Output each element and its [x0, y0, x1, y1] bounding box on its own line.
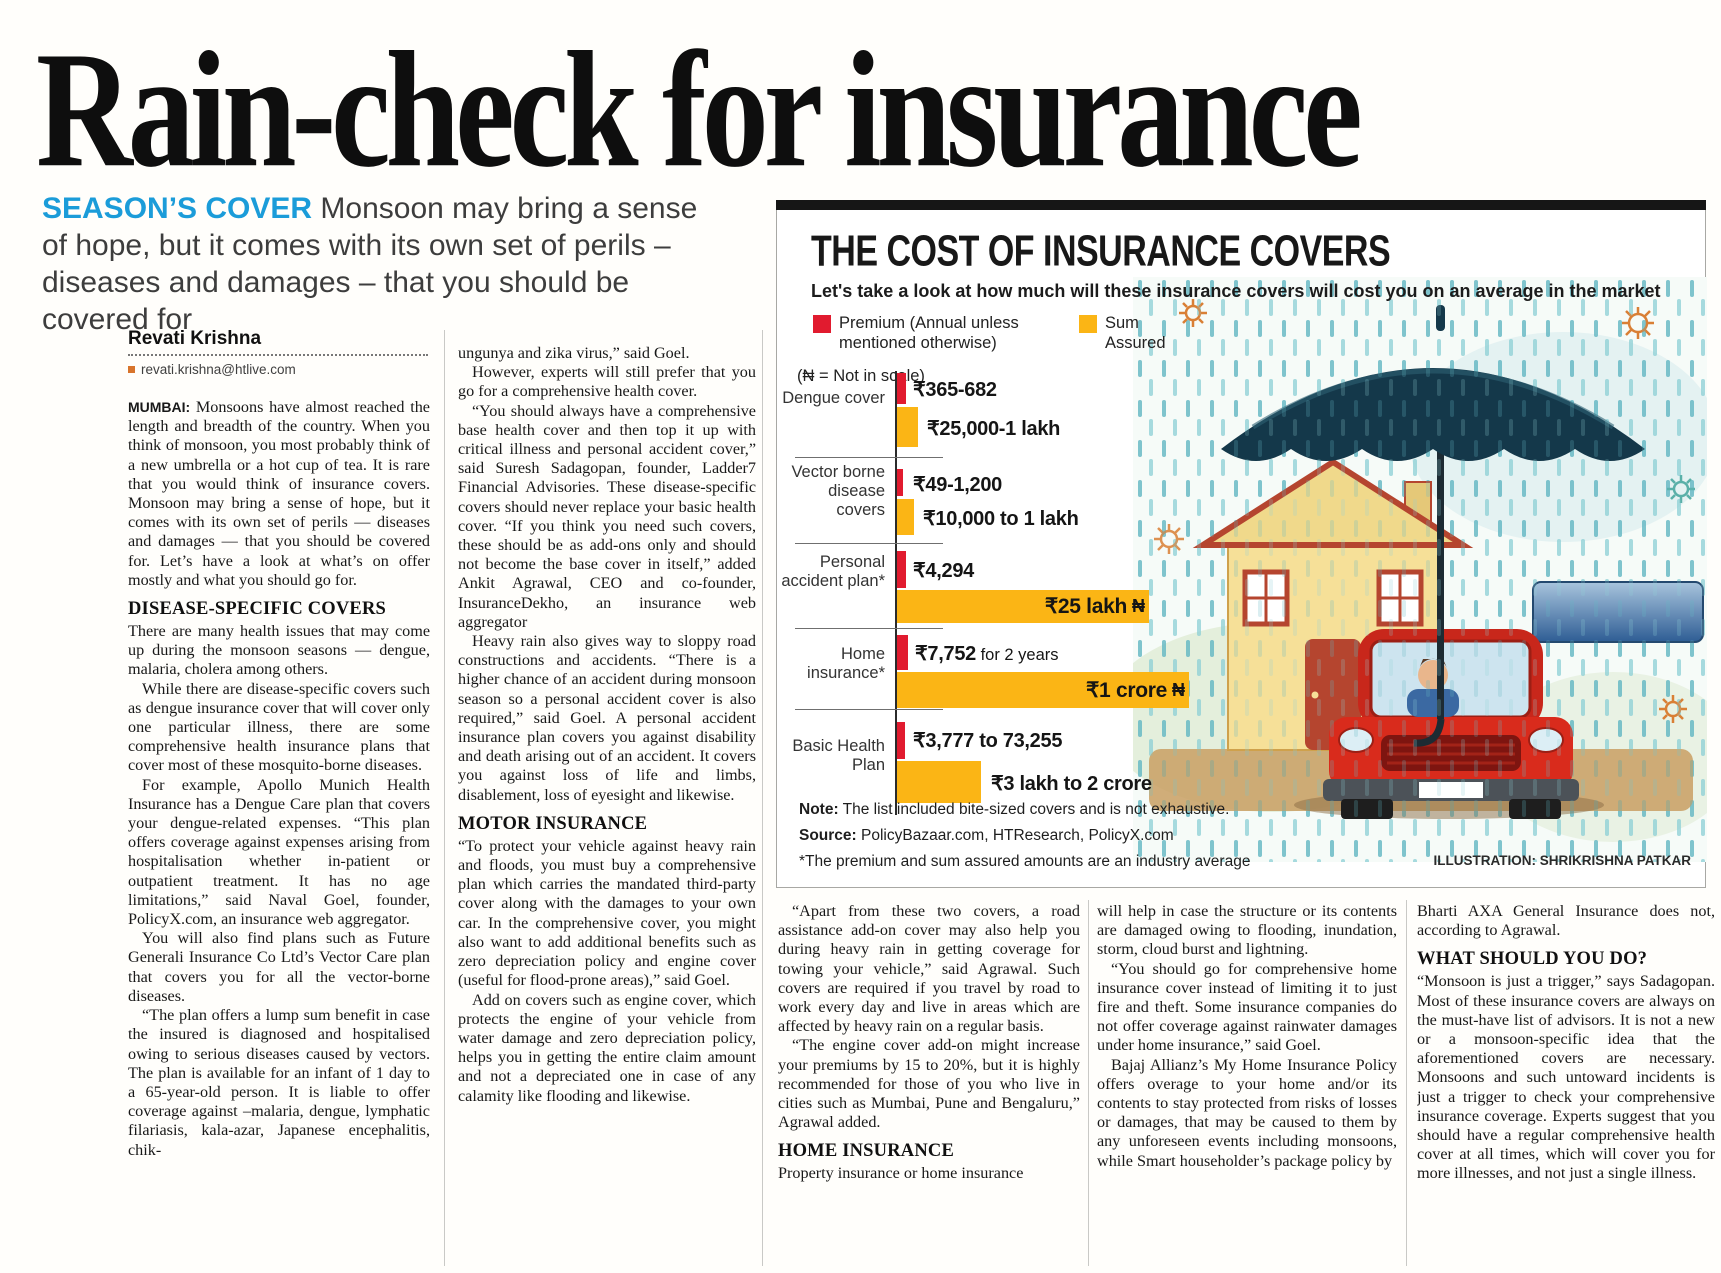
- chart-category-label: Dengue cover: [782, 389, 885, 407]
- premium-value: ₹365-682: [913, 379, 997, 401]
- body-paragraph: However, experts will still prefer that …: [458, 363, 756, 401]
- body-paragraph: “Monsoon is just a trigger,” says Sadago…: [1417, 972, 1715, 1183]
- illustration-credit: ILLUSTRATION: SHRIKRISHNA PATKAR: [1433, 853, 1691, 868]
- section-heading: DISEASE-SPECIFIC COVERS: [128, 599, 387, 620]
- row-separator: [795, 709, 943, 710]
- premium-bar: [897, 373, 906, 404]
- sum-bar: [897, 407, 918, 447]
- column-divider: [1406, 900, 1407, 1266]
- section-heading: WHAT SHOULD YOU DO?: [1417, 949, 1648, 970]
- infographic-title: THE COST OF INSURANCE COVERS: [811, 227, 1391, 276]
- standfirst: SEASON’S COVER Monsoon may bring a sense…: [42, 190, 698, 338]
- body-paragraph: Property insurance or home insurance: [778, 1164, 1024, 1183]
- standfirst-text: Monsoon may bring a sense of hope, but i…: [42, 192, 698, 336]
- chart-source: Source: PolicyBazaar.com, HTResearch, Po…: [799, 827, 1174, 844]
- dateline: MUMBAI:: [128, 399, 191, 415]
- byline-email: revati.krishna@htlive.com: [141, 362, 296, 377]
- body-paragraph: “Apart from these two covers, a road ass…: [778, 902, 1080, 1036]
- monsoon-illustration: [1133, 277, 1707, 862]
- premium-bar: [897, 469, 903, 496]
- section-heading: MOTOR INSURANCE: [458, 813, 648, 834]
- column-divider: [1088, 900, 1089, 1266]
- section-heading: HOME INSURANCE: [778, 1141, 954, 1162]
- body-paragraph: ungunya and zika virus,” said Goel.: [458, 344, 690, 362]
- premium-bar: [897, 635, 908, 670]
- not-in-scale-mark: ₦: [1132, 596, 1145, 616]
- chart-category-label: Basic Health Plan: [792, 737, 885, 774]
- row-separator: [795, 628, 943, 629]
- body-paragraph: “The plan offers a lump sum benefit in c…: [128, 1006, 430, 1159]
- chart-category-label: Personal accident plan*: [781, 553, 885, 590]
- body-paragraph: MUMBAI: Monsoons have almost reached the…: [128, 398, 430, 589]
- kicker-label: SEASON’S COVER: [42, 192, 313, 225]
- column-divider: [444, 330, 445, 1266]
- row-separator: [795, 457, 943, 458]
- body-paragraph: “You should always have a comprehensive …: [458, 401, 756, 631]
- byline-author: Revati Krishna: [128, 328, 428, 356]
- body-paragraph: You will also find plans such as Future …: [128, 929, 430, 1005]
- premium-value: ₹3,777 to 73,255: [913, 730, 1063, 752]
- infographic-subtitle: Let's take a look at how much will these…: [811, 281, 1661, 301]
- premium-bar: [897, 722, 905, 759]
- byline: Revati Krishna revati.krishna@htlive.com: [128, 328, 428, 377]
- sum-bar: [897, 499, 914, 535]
- article-column-1: MUMBAI: Monsoons have almost reached the…: [128, 398, 430, 1266]
- body-paragraph: will help in case the structure or its c…: [1097, 902, 1397, 959]
- premium-value: ₹4,294: [913, 560, 974, 582]
- sum-value: ₹25,000-1 lakh: [927, 418, 1061, 440]
- bullet-square-icon: [128, 366, 135, 373]
- body-paragraph: Add on covers such as engine cover, whic…: [458, 990, 756, 1105]
- body-paragraph: There are many health issues that may co…: [128, 622, 430, 679]
- infographic-top-bar: [776, 200, 1706, 210]
- article-column-2: ungunya and zika virus,” said Goel. Howe…: [458, 344, 756, 1266]
- sum-bar: [897, 761, 981, 803]
- chart-category-label: Home insurance*: [807, 645, 885, 682]
- byline-email-row: revati.krishna@htlive.com: [128, 362, 428, 377]
- body-paragraph: “The engine cover add-on might increase …: [778, 1036, 1080, 1132]
- body-paragraph: “You should go for comprehensive home in…: [1097, 959, 1397, 1055]
- article-column-5: Bharti AXA General Insurance does not, a…: [1417, 902, 1715, 1268]
- sum-bar: ₹25 lakh ₦: [897, 590, 1149, 623]
- sum-value: ₹1 crore: [1085, 678, 1167, 702]
- legend-premium-swatch: [813, 315, 831, 333]
- sum-value: ₹10,000 to 1 lakh: [923, 508, 1079, 530]
- body-paragraph: Heavy rain also gives way to sloppy road…: [458, 632, 756, 804]
- body-paragraph: Bharti AXA General Insurance does not, a…: [1417, 902, 1715, 940]
- legend-premium-label: Premium (Annual unless mentioned otherwi…: [839, 314, 1019, 352]
- chart-footnote: *The premium and sum assured amounts are…: [799, 853, 1251, 870]
- not-in-scale-note: (₦ = Not in scale): [797, 367, 925, 385]
- sum-value: ₹3 lakh to 2 crore: [991, 773, 1152, 795]
- page-title: Rain-check for insurance: [36, 17, 1363, 202]
- body-paragraph: Bajaj Allianz’s My Home Insurance Policy…: [1097, 1055, 1397, 1170]
- article-column-3: “Apart from these two covers, a road ass…: [778, 902, 1080, 1268]
- article-column-4: will help in case the structure or its c…: [1097, 902, 1397, 1268]
- column-divider: [762, 330, 763, 1266]
- premium-value: ₹49-1,200: [913, 474, 1002, 496]
- premium-value: ₹7,752 for 2 years: [915, 643, 1059, 665]
- legend-sum-swatch: [1079, 315, 1097, 333]
- legend-sum-label: Sum Assured: [1105, 314, 1166, 352]
- body-paragraph: While there are disease-specific covers …: [128, 679, 430, 775]
- premium-bar: [897, 551, 906, 588]
- rain-pattern-foreground: [1133, 277, 1707, 862]
- body-paragraph: “To protect your vehicle against heavy r…: [458, 836, 756, 990]
- body-paragraph: For example, Apollo Munich Health Insura…: [128, 775, 430, 929]
- sum-value: ₹25 lakh: [1044, 595, 1127, 618]
- infographic-box: THE COST OF INSURANCE COVERS Let's take …: [776, 200, 1707, 888]
- chart-category-label: Vector borne disease covers: [791, 463, 885, 519]
- row-separator: [795, 543, 943, 544]
- chart-axis-line: [895, 371, 897, 815]
- chart-note: Note: The list included bite-sized cover…: [799, 801, 1230, 818]
- sum-bar: ₹1 crore ₦: [897, 672, 1189, 708]
- not-in-scale-mark: ₦: [1172, 679, 1185, 700]
